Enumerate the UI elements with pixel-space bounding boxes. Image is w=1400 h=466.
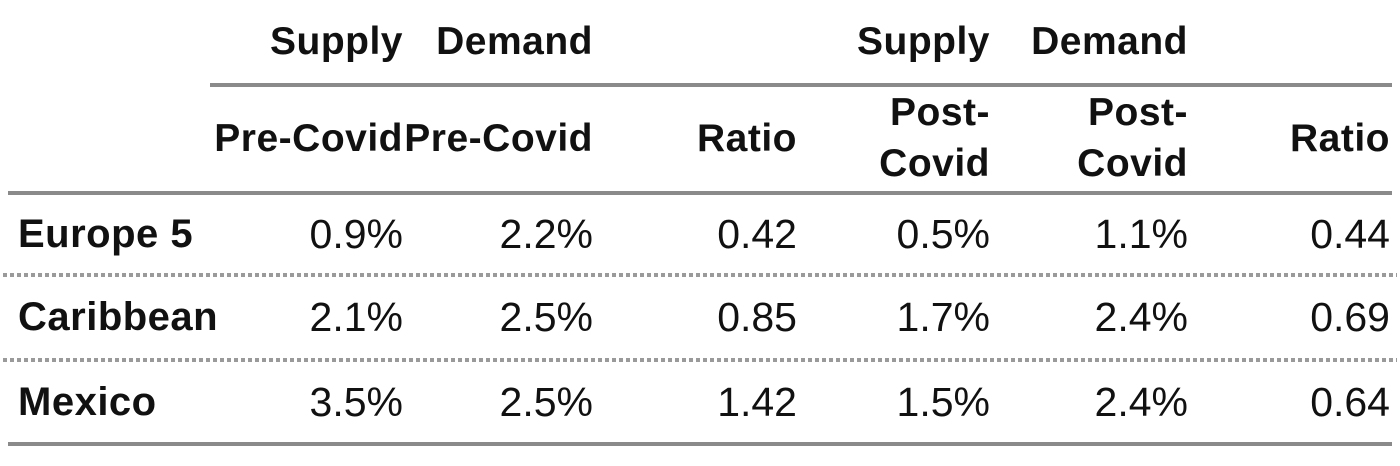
data-cell: 1.5% <box>896 378 990 425</box>
row-divider-row <box>0 358 1400 362</box>
data-cell: 2.5% <box>499 294 593 340</box>
data-cell: 2.4% <box>1094 378 1188 425</box>
table-bottom-border-row <box>0 442 1400 446</box>
data-cell: 3.5% <box>309 378 403 425</box>
group-header-row: Supply Demand Supply Demand <box>0 0 1400 83</box>
header-divider-line <box>8 191 1392 195</box>
group-header-demand-post: Demand <box>1031 19 1188 63</box>
sub-header-pre-covid-supply: Pre-Covid <box>214 116 403 160</box>
table-bottom-border <box>8 442 1392 446</box>
data-cell: 0.5% <box>896 210 990 257</box>
row-divider-dotted <box>3 273 1397 277</box>
empty-header-cell <box>1188 0 1400 83</box>
data-cell: 2.5% <box>499 378 593 425</box>
group-header-supply-pre: Supply <box>269 19 403 63</box>
row-label-caribbean: Caribbean <box>18 295 219 339</box>
row-label-europe-5: Europe 5 <box>18 211 194 256</box>
row-divider-row <box>0 273 1400 277</box>
group-header-underline <box>210 83 1392 87</box>
data-cell: 0.64 <box>1310 378 1390 425</box>
sub-header-post-covid-supply: Post- Covid <box>879 91 990 185</box>
data-cell: 0.42 <box>717 210 797 257</box>
data-cell: 0.69 <box>1310 294 1390 340</box>
empty-header-cell <box>593 0 797 83</box>
table-row: Europe 5 0.9% 2.2% 0.42 0.5% 1.1% 0.44 <box>0 195 1400 273</box>
group-header-demand-pre: Demand <box>436 19 593 63</box>
table-row: Caribbean 2.1% 2.5% 0.85 1.7% 2.4% 0.69 <box>0 277 1400 358</box>
row-label-mexico: Mexico <box>18 379 157 424</box>
empty-corner-cell <box>0 87 210 191</box>
group-underline-row <box>0 83 1400 87</box>
data-cell: 1.7% <box>896 294 990 340</box>
supply-demand-table: Supply Demand Supply Demand Pre-Covid Pr… <box>0 0 1400 446</box>
data-cell: 0.85 <box>717 294 797 340</box>
sub-header-ratio-post: Ratio <box>1290 116 1390 160</box>
data-cell: 0.44 <box>1310 210 1390 257</box>
header-divider-row <box>0 191 1400 195</box>
data-cell: 2.4% <box>1094 294 1188 340</box>
sub-header-pre-covid-demand: Pre-Covid <box>404 116 593 160</box>
group-header-supply-post: Supply <box>856 19 990 63</box>
table-row: Mexico 3.5% 2.5% 1.42 1.5% 2.4% 0.64 <box>0 362 1400 442</box>
data-cell: 1.1% <box>1094 210 1188 257</box>
row-divider-dotted <box>3 358 1397 362</box>
empty-corner-cell <box>0 0 210 83</box>
sub-header-ratio-pre: Ratio <box>697 116 797 160</box>
data-cell: 2.1% <box>309 294 403 340</box>
sub-header-post-covid-demand: Post- Covid <box>1077 91 1188 185</box>
data-cell: 2.2% <box>499 210 593 257</box>
data-cell: 0.9% <box>309 210 403 257</box>
data-cell: 1.42 <box>717 378 797 425</box>
sub-header-row: Pre-Covid Pre-Covid Ratio Post- Covid Po… <box>0 87 1400 191</box>
